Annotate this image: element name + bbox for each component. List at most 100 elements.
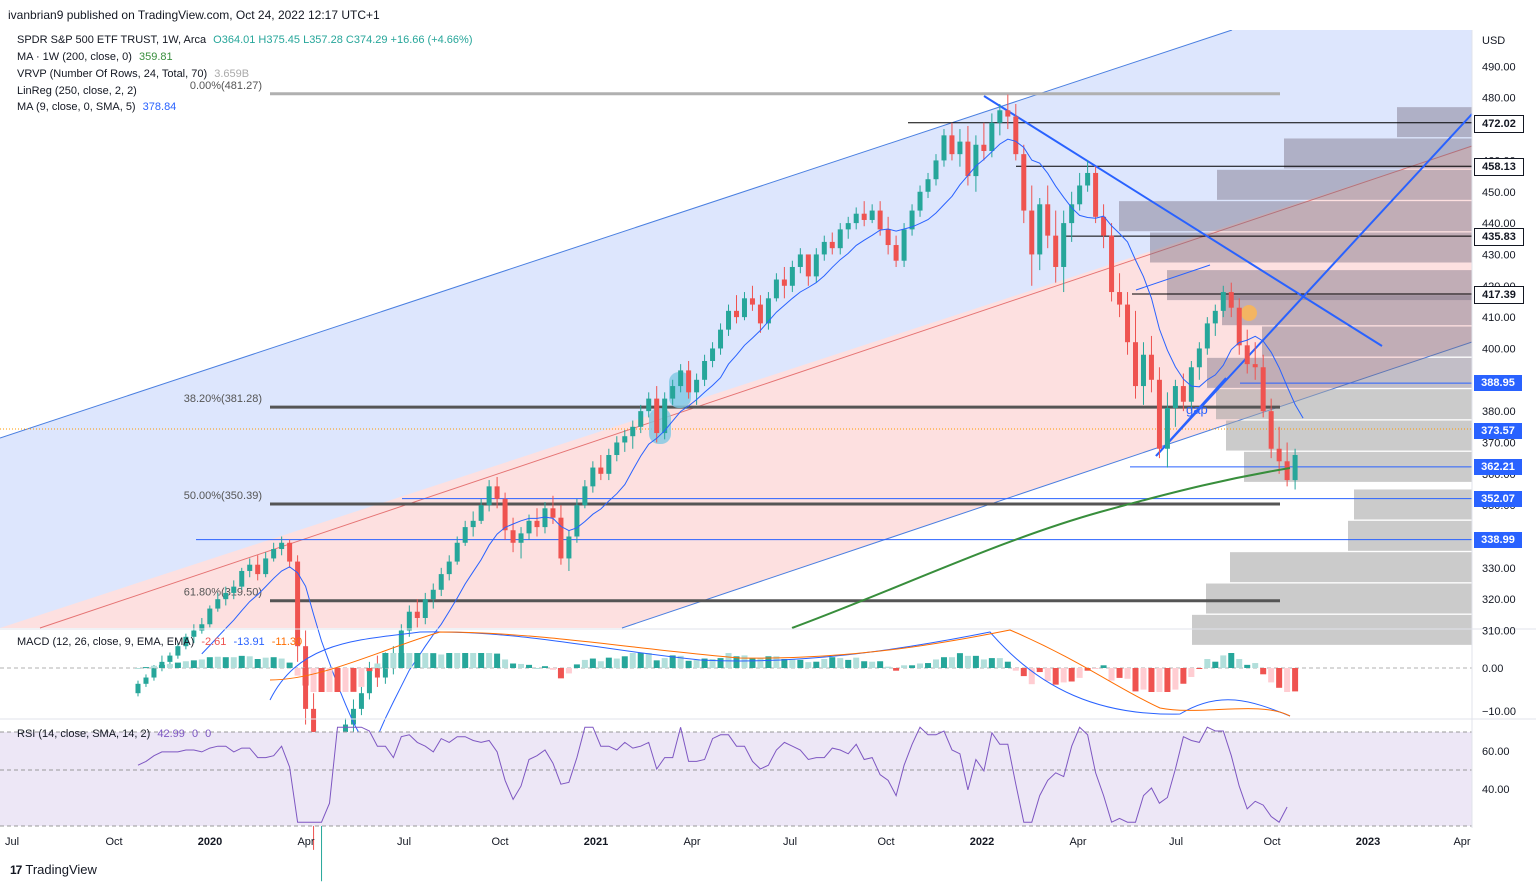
volume-profile-bar	[1262, 326, 1472, 357]
candle-body	[1005, 110, 1011, 117]
time-axis-tick: Jul	[397, 836, 411, 848]
legend-symbol[interactable]: SPDR S&P 500 ETF TRUST, 1W, Arca O364.01…	[17, 34, 472, 46]
legend-macd[interactable]: MACD (12, 26, close, 9, EMA, EMA) -2.61 …	[17, 636, 302, 648]
candle-body	[765, 298, 771, 324]
macd-histogram-bar	[206, 657, 213, 668]
macd-histogram-bar	[1188, 668, 1195, 677]
candle-body	[1133, 342, 1138, 387]
candle-body	[199, 624, 205, 631]
macd-histogram-bar	[573, 664, 580, 668]
legend-linreg[interactable]: LinReg (250, close, 2, 2)	[17, 85, 137, 97]
candle-body	[837, 229, 843, 249]
candle-body	[1164, 408, 1170, 449]
candle-body	[287, 542, 293, 562]
legend-rsi[interactable]: RSI (14, close, SMA, 14, 2) 42.99 0 0	[17, 728, 211, 740]
candle-body	[821, 241, 827, 255]
macd-histogram-bar	[1196, 668, 1203, 669]
candle-body	[494, 486, 500, 499]
macd-histogram-bar	[470, 653, 477, 668]
candle-body	[1268, 411, 1274, 449]
macd-histogram-bar	[1124, 668, 1131, 679]
macd-histogram-bar	[925, 663, 932, 668]
candle-body	[446, 561, 452, 575]
legend-vrvp[interactable]: VRVP (Number Of Rows, 24, Total, 70) 3.6…	[17, 68, 249, 80]
time-axis-tick: Oct	[105, 836, 122, 848]
macd-histogram-bar	[454, 653, 461, 668]
candle-body	[1045, 204, 1051, 236]
volume-profile-bar	[1222, 295, 1472, 326]
macd-histogram-bar	[964, 655, 971, 668]
candle-body	[853, 213, 859, 224]
legend-ma200[interactable]: MA · 1W (200, close, 0) 359.81	[17, 51, 173, 63]
candle-body	[949, 135, 955, 155]
macd-histogram-bar	[1228, 653, 1235, 668]
candle-body	[957, 141, 963, 155]
macd-histogram-bar	[1180, 668, 1187, 684]
macd-histogram-bar	[382, 653, 389, 668]
top-mask	[0, 0, 1536, 30]
candle-body	[965, 141, 971, 177]
macd-histogram-bar	[1132, 668, 1139, 692]
macd-histogram-bar	[494, 653, 501, 668]
indicator-axis-tick: 40.00	[1482, 784, 1510, 796]
macd-histogram-bar	[956, 653, 963, 668]
highlight-marker	[649, 408, 671, 444]
candle-body	[1228, 292, 1234, 308]
legend-ma9[interactable]: MA (9, close, 0, SMA, 5) 378.84	[17, 101, 176, 113]
macd-histogram-bar	[701, 658, 708, 668]
tradingview-brand[interactable]: 17 TradingView	[10, 862, 97, 877]
rsi-pane[interactable]	[0, 726, 1472, 827]
macd-histogram-bar	[230, 657, 237, 668]
price-label-tag: 435.83	[1474, 228, 1524, 247]
macd-histogram-bar	[326, 668, 333, 692]
symbol-name: SPDR S&P 500 ETF TRUST, 1W, Arca	[17, 34, 207, 46]
fib-level-label: 50.00%(350.39)	[184, 490, 262, 502]
macd-histogram-bar	[1052, 668, 1059, 685]
rsi-ma-value: 0	[191, 728, 199, 740]
macd-histogram-bar	[1076, 668, 1083, 678]
macd-histogram-bar	[717, 658, 724, 668]
time-axis-tick: Apr	[683, 836, 700, 848]
candle-body	[183, 636, 189, 647]
candle-body	[382, 661, 388, 678]
ma200-label: MA · 1W (200, close, 0)	[17, 51, 132, 63]
price-axis-tick: 440.00	[1482, 218, 1516, 230]
macd-histogram-bar	[182, 661, 189, 668]
macd-hist-value: -2.61	[201, 636, 227, 648]
rsi-label: RSI (14, close, SMA, 14, 2)	[17, 728, 151, 740]
volume-profile-bar	[1354, 489, 1472, 520]
candle-body	[1148, 354, 1154, 380]
volume-profile-bar	[1192, 614, 1472, 645]
highlight-marker	[669, 372, 691, 408]
candle-body	[366, 668, 372, 694]
candle-body	[1109, 235, 1115, 293]
macd-histogram-bar	[150, 665, 157, 668]
macd-histogram-bar	[581, 659, 588, 668]
candle-body	[741, 298, 747, 318]
macd-histogram-bar	[853, 657, 860, 668]
macd-histogram-bar	[773, 656, 780, 668]
price-label-tag: 338.99	[1474, 531, 1522, 548]
price-axis-tick: 370.00	[1482, 437, 1516, 449]
uptrend-line	[1155, 113, 1473, 457]
candle-body	[271, 549, 277, 559]
macd-histogram-bar	[781, 659, 788, 668]
macd-histogram-bar	[350, 668, 357, 692]
macd-histogram-bar	[861, 661, 868, 668]
gap-annotation: gap	[1186, 402, 1208, 417]
macd-histogram-bar	[534, 668, 540, 669]
price-label-tag: 352.07	[1474, 490, 1522, 507]
fib-level-label: 38.20%(381.28)	[184, 393, 262, 405]
macd-histogram-bar	[406, 653, 413, 668]
macd-histogram-bar	[948, 657, 955, 668]
candle-body	[757, 304, 763, 324]
candle-body	[263, 558, 269, 575]
macd-histogram-bar	[805, 662, 812, 668]
macd-histogram-bar	[1148, 668, 1155, 692]
macd-histogram-bar	[988, 658, 995, 668]
macd-line-value: -13.91	[233, 636, 265, 648]
macd-pane[interactable]	[0, 629, 1472, 717]
macd-histogram-bar	[757, 658, 764, 668]
